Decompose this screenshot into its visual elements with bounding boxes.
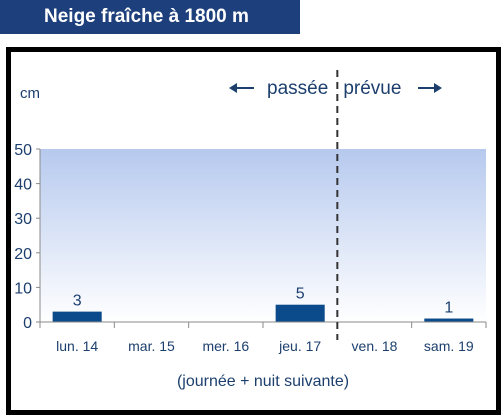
y-tick-label: 0 [23,315,32,332]
title-bar: Neige fraîche à 1800 m [0,0,300,34]
bar [424,318,474,322]
bar [275,304,325,322]
y-unit-label: cm [20,85,40,102]
y-tick-label: 40 [14,177,32,194]
x-tick-label: ven. 18 [352,338,398,354]
bar-value-label: 1 [444,300,453,317]
x-tick-label: lun. 14 [56,338,98,354]
chart-title: Neige fraîche à 1800 m [44,6,249,27]
x-tick-label: sam. 19 [424,338,474,354]
bar-value-label: 5 [296,286,305,303]
bar-value-label: 3 [73,293,82,310]
past-label: passée [267,78,328,99]
forecast-label: prévue [343,78,401,99]
left-arrow-icon [229,83,254,93]
y-tick-label: 50 [14,142,32,159]
y-tick-label: 10 [14,280,32,297]
y-tick-label: 30 [14,211,32,228]
x-tick-label: mar. 15 [128,338,175,354]
x-axis-label: (journée + nuit suivante) [177,373,349,390]
bar [52,311,102,322]
x-tick-label: mer. 16 [202,338,249,354]
x-tick-label: jeu. 17 [278,338,321,354]
plot-background [40,149,486,322]
right-arrow-icon [418,83,442,93]
y-tick-label: 20 [14,246,32,263]
